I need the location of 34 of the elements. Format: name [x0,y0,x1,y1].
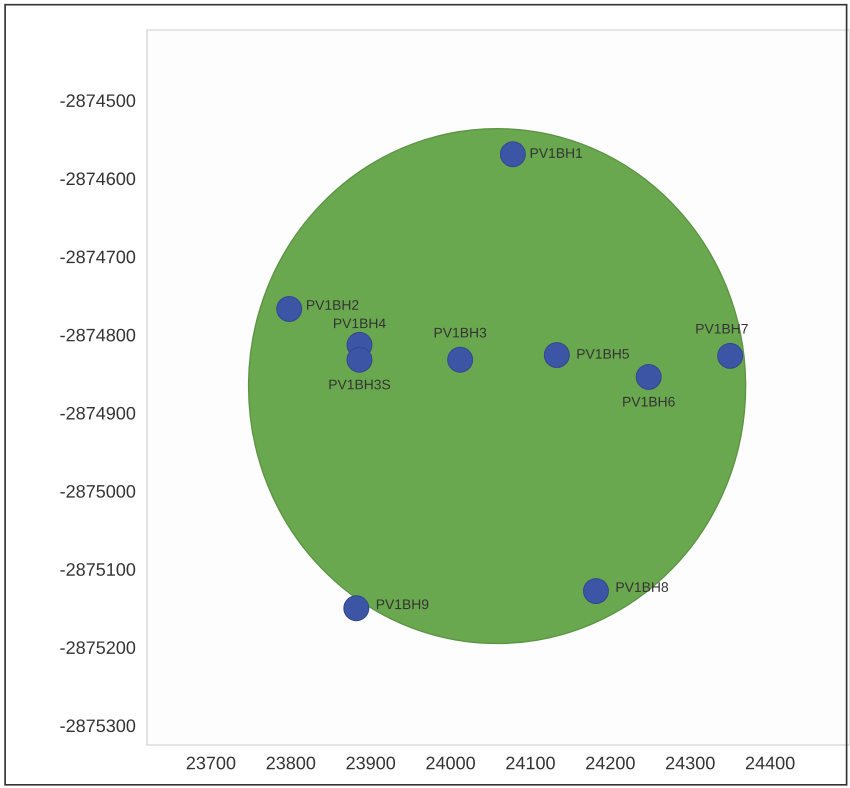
y-tick-label: -2875300 [60,719,136,732]
x-tick-label: 24400 [746,756,795,770]
annotation: PV1BH5 [577,349,629,359]
y-tick-label: -2874500 [60,94,136,108]
y-tick-label: -2875000 [60,484,136,498]
point [582,578,609,604]
point [343,595,370,622]
y-tick-label: -2874600 [60,172,136,186]
point [636,364,662,390]
y-tick-label: -2875100 [60,563,136,576]
point [276,296,302,322]
x-tick-label: 23700 [186,756,236,770]
x-tick-label: 24000 [426,756,475,770]
annotation: PV1BH2 [307,300,358,310]
annotation: PV1BH6 [623,396,675,407]
annotation: PV1BH4 [334,318,386,328]
annotation: PV1BH1 [530,148,582,158]
point [717,342,744,369]
y-tick-label: -2874900 [60,406,136,420]
y-tick-label: -2874700 [60,250,136,264]
x-tick-label: 23900 [346,756,396,770]
x-tick-label: 23800 [266,756,316,770]
point [447,346,474,373]
y-tick-label: -2875200 [60,641,136,654]
x-tick-label: 24200 [586,756,635,770]
x-tick-label: 24100 [506,756,555,770]
x-tick-label: 24300 [666,756,715,770]
annotation: PV1BH9 [376,599,428,610]
annotation: PV1BH3S [329,380,390,390]
y-tick-label: -2874800 [60,328,136,342]
point [346,346,372,373]
point [500,141,526,168]
annotation: PV1BH3 [434,328,486,338]
point [544,342,570,368]
